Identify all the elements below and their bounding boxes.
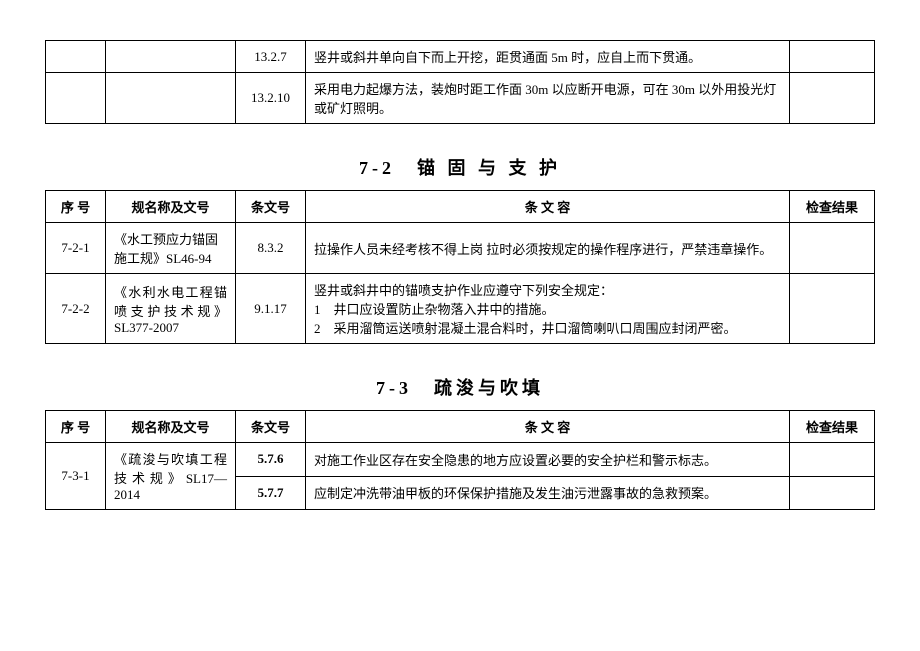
table-row: 7-3-1 《疏浚与吹填工程技术规》SL17—2014 5.7.6 对施工作业区… [46,443,875,477]
cell-result-empty [790,476,875,510]
cell-content: 竖井或斜井中的锚喷支护作业应遵守下列安全规定： 1 井口应设置防止杂物落入井中的… [306,274,790,344]
table-header-row: 序 号 规名称及文号 条文号 条 文 容 检查结果 [46,191,875,223]
table-row: 7-2-1 《水工预应力锚固施工规》SL46-94 8.3.2 拉操作人员未经考… [46,223,875,274]
cell-name: 《疏浚与吹填工程技术规》SL17—2014 [106,443,236,510]
table-row: 7-2-2 《水利水电工程锚喷支护技术规》SL377-2007 9.1.17 竖… [46,274,875,344]
cell-result-empty [790,443,875,477]
cell-result-empty [790,41,875,73]
cell-name-empty [106,41,236,73]
th-result: 检查结果 [790,411,875,443]
th-name: 规名称及文号 [106,411,236,443]
table-row: 13.2.10 采用电力起爆方法，装炮时距工作面 30m 以应断开电源，可在 3… [46,73,875,124]
th-result: 检查结果 [790,191,875,223]
cell-seq-empty [46,73,106,124]
cell-clause: 9.1.17 [236,274,306,344]
content-lead: 竖井或斜井中的锚喷支护作业应遵守下列安全规定： [314,280,781,299]
cell-content: 竖井或斜井单向自下而上开挖，距贯通面 5m 时，应自上而下贯通。 [306,41,790,73]
cell-seq: 7-3-1 [46,443,106,510]
cell-content: 采用电力起爆方法，装炮时距工作面 30m 以应断开电源，可在 30m 以外用投光… [306,73,790,124]
cell-content: 拉操作人员未经考核不得上岗 拉时必须按规定的操作程序进行，严禁违章操作。 [306,223,790,274]
cell-clause: 13.2.7 [236,41,306,73]
cell-clause: 8.3.2 [236,223,306,274]
content-item-2: 2 采用溜筒运送喷射混凝土混合料时，井口溜筒喇叭口周围应封闭严密。 [314,318,781,337]
cell-clause: 13.2.10 [236,73,306,124]
clause-bold: 5.7.6 [258,451,284,466]
cell-name-empty [106,73,236,124]
section-title-7-3: 7-3 疏浚与吹填 [45,374,875,400]
table-7-3: 序 号 规名称及文号 条文号 条 文 容 检查结果 7-3-1 《疏浚与吹填工程… [45,410,875,510]
table-header-row: 序 号 规名称及文号 条文号 条 文 容 检查结果 [46,411,875,443]
content-item-1: 1 井口应设置防止杂物落入井中的措施。 [314,299,781,318]
cell-seq-empty [46,41,106,73]
cell-name: 《水利水电工程锚喷支护技术规》SL377-2007 [106,274,236,344]
cell-clause: 5.7.6 [236,443,306,477]
th-name: 规名称及文号 [106,191,236,223]
th-clause: 条文号 [236,411,306,443]
cell-clause: 5.7.7 [236,476,306,510]
cell-content: 对施工作业区存在安全隐患的地方应设置必要的安全护栏和警示标志。 [306,443,790,477]
cell-result-empty [790,223,875,274]
table-row: 13.2.7 竖井或斜井单向自下而上开挖，距贯通面 5m 时，应自上而下贯通。 [46,41,875,73]
cell-result-empty [790,73,875,124]
table-7-2: 序 号 规名称及文号 条文号 条 文 容 检查结果 7-2-1 《水工预应力锚固… [45,190,875,344]
cell-content: 应制定冲洗带油甲板的环保保护措施及发生油污泄露事故的急救预案。 [306,476,790,510]
cell-seq: 7-2-2 [46,274,106,344]
table-top-partial: 13.2.7 竖井或斜井单向自下而上开挖，距贯通面 5m 时，应自上而下贯通。 … [45,40,875,124]
cell-result-empty [790,274,875,344]
th-seq: 序 号 [46,191,106,223]
th-seq: 序 号 [46,411,106,443]
th-content: 条 文 容 [306,411,790,443]
section-title-7-2: 7-2 锚 固 与 支 护 [45,154,875,180]
cell-seq: 7-2-1 [46,223,106,274]
th-clause: 条文号 [236,191,306,223]
th-content: 条 文 容 [306,191,790,223]
cell-name: 《水工预应力锚固施工规》SL46-94 [106,223,236,274]
clause-bold: 5.7.7 [258,485,284,500]
